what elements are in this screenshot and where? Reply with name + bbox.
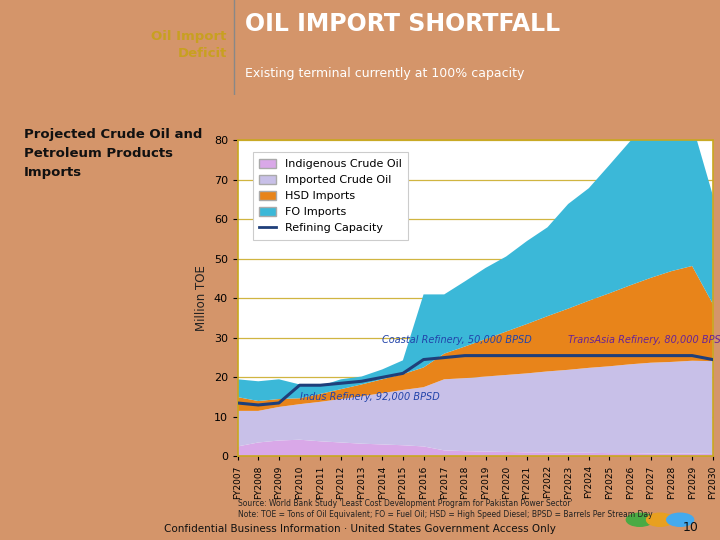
Refining Capacity xyxy=(440,354,449,361)
Circle shape xyxy=(667,513,693,526)
Text: Confidential Business Information · United States Government Access Only: Confidential Business Information · Unit… xyxy=(164,523,556,534)
Refining Capacity xyxy=(688,353,696,359)
Refining Capacity xyxy=(461,353,469,359)
Text: TransAsia Refinery, 80,000 BPSD: TransAsia Refinery, 80,000 BPSD xyxy=(568,335,720,345)
Line: Refining Capacity: Refining Capacity xyxy=(238,356,713,405)
Text: Projected Crude Oil and
Petroleum Products
Imports: Projected Crude Oil and Petroleum Produc… xyxy=(24,128,202,179)
Legend: Indigenous Crude Oil, Imported Crude Oil, HSD Imports, FO Imports, Refining Capa: Indigenous Crude Oil, Imported Crude Oil… xyxy=(253,152,408,240)
Refining Capacity xyxy=(254,402,263,408)
Refining Capacity xyxy=(419,356,428,363)
Refining Capacity xyxy=(399,370,408,376)
Refining Capacity xyxy=(481,353,490,359)
Text: Indus Refinery, 92,000 BPSD: Indus Refinery, 92,000 BPSD xyxy=(300,392,439,402)
Refining Capacity xyxy=(647,353,655,359)
Refining Capacity xyxy=(316,382,325,388)
Refining Capacity xyxy=(708,356,717,363)
Refining Capacity xyxy=(357,378,366,384)
Refining Capacity xyxy=(336,380,345,387)
Text: OIL IMPORT SHORTFALL: OIL IMPORT SHORTFALL xyxy=(245,12,560,36)
Refining Capacity xyxy=(585,353,593,359)
Refining Capacity xyxy=(502,353,510,359)
Refining Capacity xyxy=(295,382,304,388)
Refining Capacity xyxy=(606,353,614,359)
Text: Existing terminal currently at 100% capacity: Existing terminal currently at 100% capa… xyxy=(245,67,524,80)
Refining Capacity xyxy=(523,353,531,359)
Refining Capacity xyxy=(667,353,676,359)
Text: Source: World Bank Study 'Least Cost Development Program for Pakistan Power Sect: Source: World Bank Study 'Least Cost Dev… xyxy=(238,500,652,519)
Circle shape xyxy=(626,513,653,526)
Refining Capacity xyxy=(626,353,634,359)
Text: Oil Import
Deficit: Oil Import Deficit xyxy=(151,30,227,60)
Refining Capacity xyxy=(378,374,387,381)
Text: 10: 10 xyxy=(683,521,698,534)
Text: Coastal Refinery, 50,000 BPSD: Coastal Refinery, 50,000 BPSD xyxy=(382,335,532,345)
Y-axis label: Million TOE: Million TOE xyxy=(195,266,208,331)
Refining Capacity xyxy=(233,400,242,406)
Refining Capacity xyxy=(543,353,552,359)
Refining Capacity xyxy=(274,400,283,406)
Refining Capacity xyxy=(564,353,572,359)
Circle shape xyxy=(647,513,673,526)
